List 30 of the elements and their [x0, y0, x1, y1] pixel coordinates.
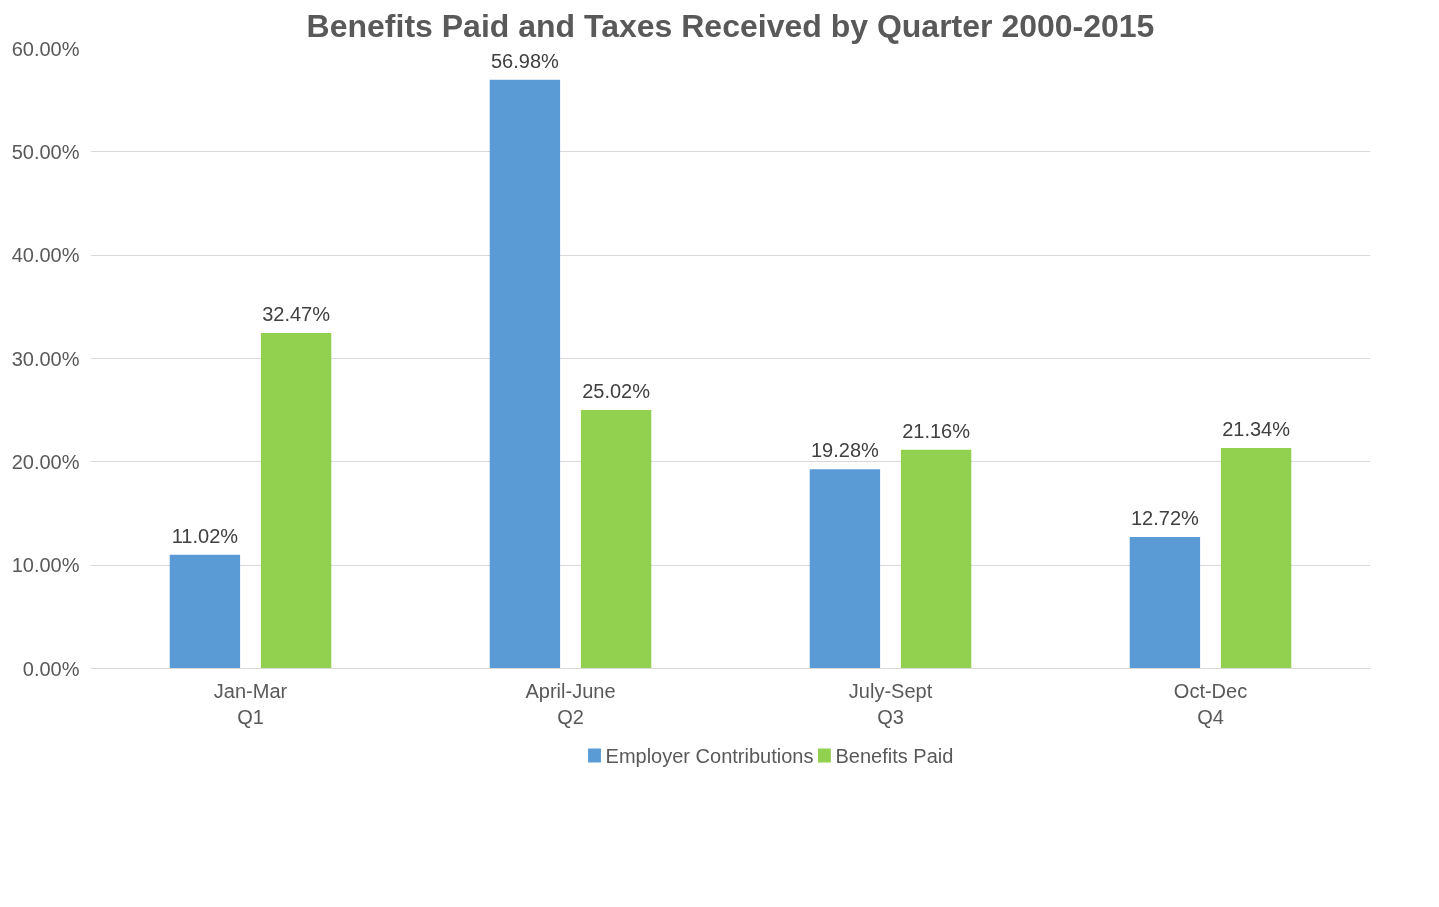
y-tick-label: 60.00%	[11, 37, 80, 60]
x-tick-label: July-Sept Q3	[848, 679, 933, 728]
data-label: 21.16%	[902, 419, 971, 442]
chart-title: Benefits Paid and Taxes Received by Quarter 2000-2015	[306, 7, 1155, 44]
y-tick-label: 0.00%	[22, 657, 80, 680]
bar	[580, 409, 652, 669]
bar	[260, 332, 332, 669]
data-label: 11.02%	[171, 524, 239, 547]
x-tick-label: Jan-Mar Q1	[213, 679, 288, 728]
data-label: 12.72%	[1130, 507, 1200, 530]
bar	[900, 449, 972, 669]
data-label: 21.34%	[1222, 417, 1291, 440]
y-tick-label: 30.00%	[11, 347, 80, 370]
data-label: 25.02%	[582, 379, 651, 402]
x-tick-label: April-June Q2	[525, 679, 616, 728]
legend-label: Benefits Paid	[835, 744, 954, 767]
bar	[809, 469, 881, 669]
y-tick-label: 40.00%	[11, 244, 80, 267]
y-tick-label: 20.00%	[11, 450, 80, 473]
data-label: 19.28%	[810, 439, 880, 462]
y-tick-label: 50.00%	[11, 140, 80, 163]
bar	[1129, 537, 1201, 669]
bar	[1220, 447, 1292, 669]
y-tick-label: 10.00%	[11, 554, 80, 577]
bar	[169, 554, 241, 669]
data-label: 56.98%	[490, 49, 560, 72]
data-label: 32.47%	[262, 302, 331, 325]
x-tick-label: Oct-Dec Q4	[1173, 679, 1248, 728]
legend-label: Employer Contributions	[605, 744, 814, 767]
bar	[489, 79, 561, 669]
